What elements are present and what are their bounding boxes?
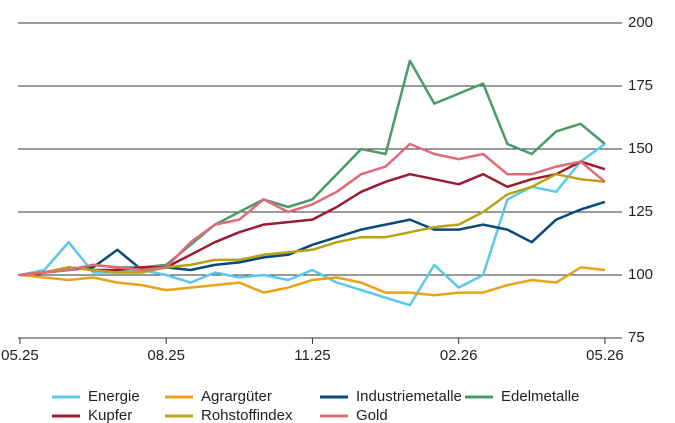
- y-tick-label: 100: [628, 266, 653, 283]
- y-tick-label: 200: [628, 14, 653, 31]
- legend-label: Kupfer: [88, 407, 132, 423]
- series-line: [19, 142, 606, 277]
- y-tick-label: 175: [628, 77, 653, 94]
- legend-label: Industriemetalle: [356, 388, 462, 405]
- x-tick-label: 11.25: [294, 347, 330, 364]
- y-tick-label: 125: [628, 203, 653, 220]
- x-tick-label: 05.25: [1, 347, 39, 364]
- series-line: [19, 59, 606, 277]
- y-tick-label: 150: [628, 140, 653, 157]
- legend-label: Rohstoffindex: [201, 407, 293, 423]
- x-tick-label: 02.26: [440, 347, 478, 364]
- series-line: [19, 200, 606, 277]
- x-tick-label: 08.25: [147, 347, 185, 364]
- series-line: [19, 160, 606, 277]
- series-line: [19, 266, 606, 297]
- legend-label: Energie: [88, 388, 140, 405]
- legend-label: Edelmetalle: [501, 388, 579, 405]
- legend-label: Agrargüter: [201, 388, 272, 405]
- series-line: [19, 172, 606, 277]
- y-tick-label: 75: [628, 329, 645, 346]
- x-tick-label: 05.26: [586, 347, 624, 364]
- legend-label: Gold: [356, 407, 388, 423]
